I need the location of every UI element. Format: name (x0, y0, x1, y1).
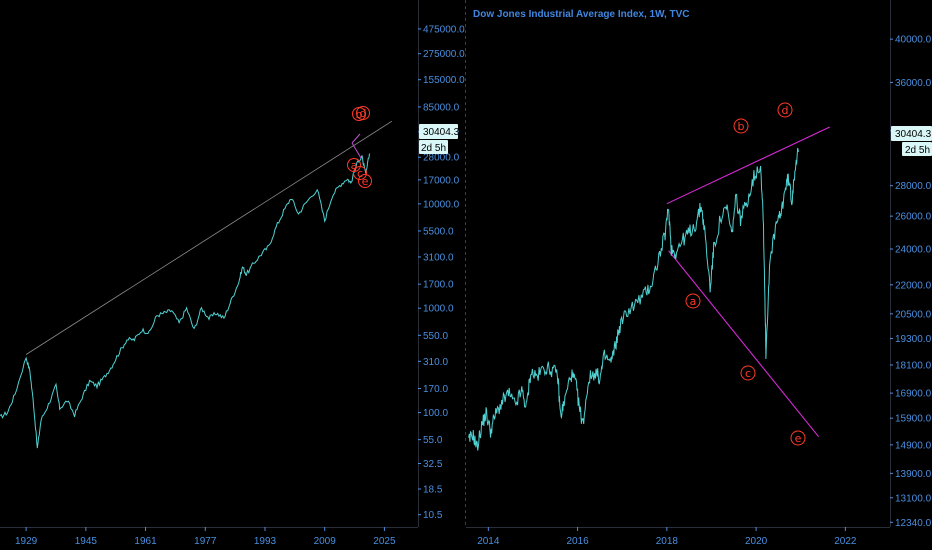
price-tick-label: 17000.0 (423, 175, 460, 186)
left-pane: 475000.0275000.0155000.085000.049000.028… (0, 0, 465, 547)
price-tick-label: 5500.0 (423, 226, 454, 237)
price-tick-label: 18.5 (423, 485, 443, 496)
price-tick-label: 1700.0 (423, 280, 454, 291)
time-tick-label: 2020 (745, 536, 768, 547)
price-tick-label: 22000.0 (895, 280, 932, 291)
svg-text:d: d (782, 104, 789, 117)
time-tick-label: 1929 (15, 536, 38, 547)
time-tick-label: 2016 (566, 536, 589, 547)
svg-text:c: c (357, 167, 363, 180)
right-wave-label-b: b (733, 118, 749, 134)
svg-text:2d 5h: 2d 5h (905, 145, 930, 156)
price-tick-label: 19300.0 (895, 334, 932, 345)
right-lower-trendline (668, 250, 820, 438)
time-tick-label: 1961 (134, 536, 157, 547)
left-wave-label-d: d (356, 106, 370, 120)
left-price-axis[interactable]: 475000.0275000.0155000.085000.049000.028… (418, 24, 465, 521)
time-tick-label: 2022 (834, 536, 857, 547)
svg-text:e: e (795, 432, 802, 445)
price-tick-label: 10.5 (423, 510, 443, 521)
svg-text:e: e (362, 175, 369, 188)
svg-text:30404.3: 30404.3 (423, 127, 460, 138)
svg-text:c: c (745, 367, 751, 380)
svg-text:a: a (351, 159, 358, 172)
right-price-axis[interactable]: 40000.036000.032000.028000.026000.024000… (890, 35, 932, 529)
price-tick-label: 24000.0 (895, 245, 932, 256)
price-tick-label: 13900.0 (895, 469, 932, 480)
time-tick-label: 2025 (373, 536, 396, 547)
right-wave-labels: a b c d e (685, 102, 806, 446)
price-tick-label: 275000.0 (423, 49, 465, 60)
time-tick-label: 1993 (254, 536, 277, 547)
price-tick-label: 28000.0 (895, 181, 932, 192)
price-tick-label: 1000.0 (423, 304, 454, 315)
svg-text:d: d (360, 107, 367, 120)
price-tick-label: 55.0 (423, 435, 443, 446)
svg-text:a: a (690, 295, 697, 308)
right-chart-title: Dow Jones Industrial Average Index, 1W, … (473, 9, 690, 20)
left-wave-label-e: e (358, 174, 372, 188)
time-tick-label: 1945 (75, 536, 98, 547)
price-tick-label: 13100.0 (895, 493, 932, 504)
price-tick-label: 10000.0 (423, 199, 460, 210)
left-price-series (0, 153, 370, 449)
left-wave-labels: b d a c e (347, 106, 372, 188)
right-upper-trendline (666, 126, 830, 205)
price-tick-label: 100.0 (423, 408, 448, 419)
price-tick-label: 155000.0 (423, 75, 465, 86)
price-tick-label: 18100.0 (895, 360, 932, 371)
price-tick-label: 12340.0 (895, 518, 932, 529)
price-tick-label: 26000.0 (895, 212, 932, 223)
time-tick-label: 2014 (477, 536, 500, 547)
price-tick-label: 310.0 (423, 357, 448, 368)
left-trendline (25, 120, 393, 355)
right-time-axis[interactable]: 2014 2016 2018 2020 2022 (477, 527, 857, 547)
time-tick-label: 2009 (314, 536, 337, 547)
price-tick-label: 475000.0 (423, 24, 465, 35)
right-price-label: 30404.3 (891, 126, 932, 141)
right-price-series (468, 147, 799, 451)
right-wave-label-c: c (740, 365, 756, 381)
price-tick-label: 550.0 (423, 331, 448, 342)
price-tick-label: 36000.0 (895, 78, 932, 89)
left-wave-purple (351, 133, 362, 159)
price-tick-label: 170.0 (423, 384, 448, 395)
right-pane: Dow Jones Industrial Average Index, 1W, … (465, 0, 932, 547)
left-time-label: 2d 5h (419, 140, 448, 154)
time-tick-label: 2018 (656, 536, 679, 547)
price-tick-label: 3100.0 (423, 252, 454, 263)
svg-text:2d 5h: 2d 5h (421, 143, 446, 154)
time-tick-label: 1977 (194, 536, 217, 547)
left-wave-label-c: c (353, 166, 367, 180)
price-tick-label: 32.5 (423, 459, 443, 470)
price-tick-label: 40000.0 (895, 35, 932, 46)
right-wave-label-e: e (790, 430, 806, 446)
left-time-axis[interactable]: 1929 1945 1961 1977 1993 2009 2025 (15, 527, 396, 547)
svg-text:30404.3: 30404.3 (895, 129, 932, 140)
right-time-label: 2d 5h (902, 142, 932, 156)
left-price-label: 30404.3 (419, 124, 460, 139)
right-wave-label-a: a (685, 293, 701, 309)
price-tick-label: 85000.0 (423, 102, 460, 113)
price-tick-label: 16900.0 (895, 389, 932, 400)
right-wave-label-d: d (777, 102, 793, 118)
price-tick-label: 14900.0 (895, 440, 932, 451)
svg-text:b: b (738, 120, 745, 133)
price-tick-label: 28000.0 (423, 153, 460, 164)
svg-text:b: b (356, 108, 363, 121)
price-tick-label: 20500.0 (895, 309, 932, 320)
price-tick-label: 15900.0 (895, 414, 932, 425)
